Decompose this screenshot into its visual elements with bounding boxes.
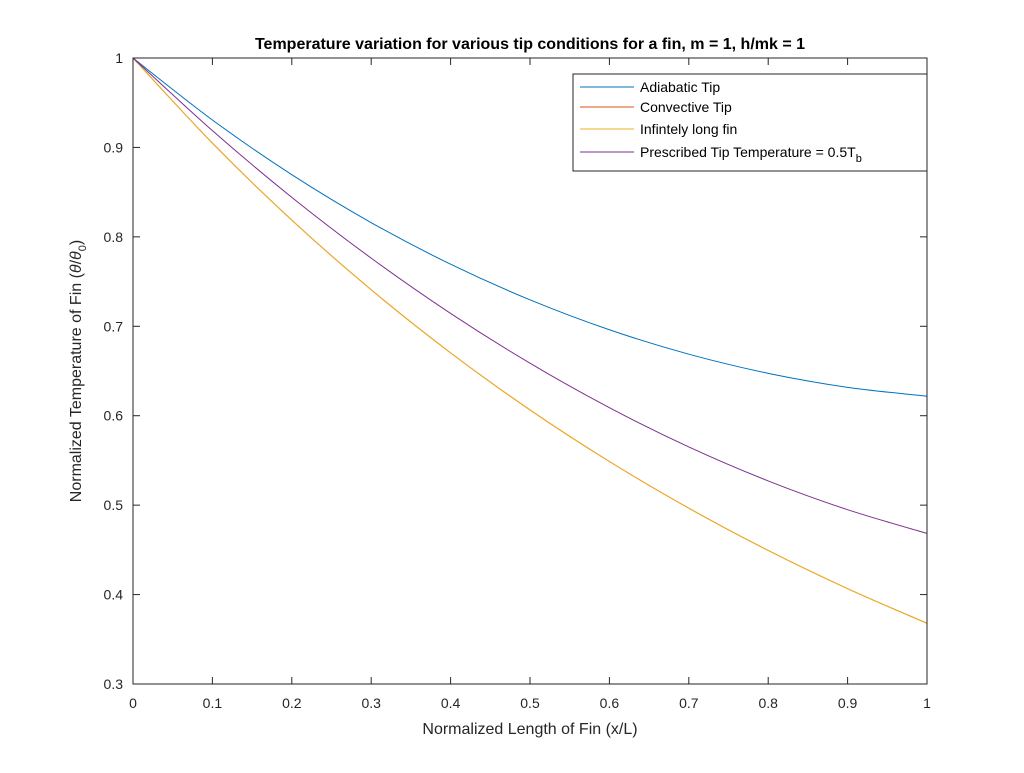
y-tick-label: 0.8	[104, 229, 124, 245]
x-tick-label: 1	[923, 695, 931, 711]
x-tick-label: 0.6	[600, 695, 620, 711]
legend-label-infinitely-long-fin: Infintely long fin	[640, 121, 737, 137]
x-tick-label: 0.3	[361, 695, 381, 711]
x-tick-label: 0.7	[679, 695, 699, 711]
figure: 0 0.1 0.2 0.3 0.4 0.5 0.6 0.7 0.8 0.9 1 0.3 0.4 0.5 0…	[0, 0, 1024, 768]
y-tick-label: 0.9	[104, 139, 124, 155]
legend-label-prescribed-tip-main: Prescribed Tip Temperature = 0.5T	[640, 144, 856, 160]
chart-title: Temperature variation for various tip co…	[255, 36, 805, 53]
line-chart: 0 0.1 0.2 0.3 0.4 0.5 0.6 0.7 0.8 0.9 1 0.3 0.4 0.5 0…	[0, 0, 1024, 768]
x-axis-label: Normalized Length of Fin (x/L)	[422, 721, 637, 738]
x-tick-label: 0.4	[441, 695, 461, 711]
x-tick-label: 0.8	[758, 695, 778, 711]
y-tick-label: 0.6	[104, 408, 124, 424]
y-tick-label: 0.4	[104, 587, 124, 603]
x-tick-label: 0.5	[520, 695, 540, 711]
legend-label-convective-tip: Convective Tip	[640, 99, 732, 115]
x-tick-label: 0	[129, 695, 137, 711]
x-tick-label: 0.2	[282, 695, 302, 711]
y-axis-label-post: )	[68, 240, 85, 245]
y-axis-label-pre: Normalized Temperature of Fin (	[68, 272, 85, 502]
y-tick-label: 0.7	[104, 318, 124, 334]
x-tick-label: 0.1	[203, 695, 223, 711]
y-axis-label-theta-2: θ	[68, 251, 85, 260]
legend-label-adiabatic-tip: Adiabatic Tip	[640, 79, 720, 95]
x-tick-label: 0.9	[838, 695, 858, 711]
y-axis-label-theta: θ	[68, 264, 85, 273]
legend: Adiabatic Tip Convective Tip Infintely l…	[573, 74, 927, 171]
legend-label-prescribed-tip-subscript: b	[856, 153, 862, 165]
y-tick-label: 0.3	[104, 676, 124, 692]
y-tick-label: 0.5	[104, 497, 124, 513]
y-tick-label: 1	[115, 50, 123, 66]
